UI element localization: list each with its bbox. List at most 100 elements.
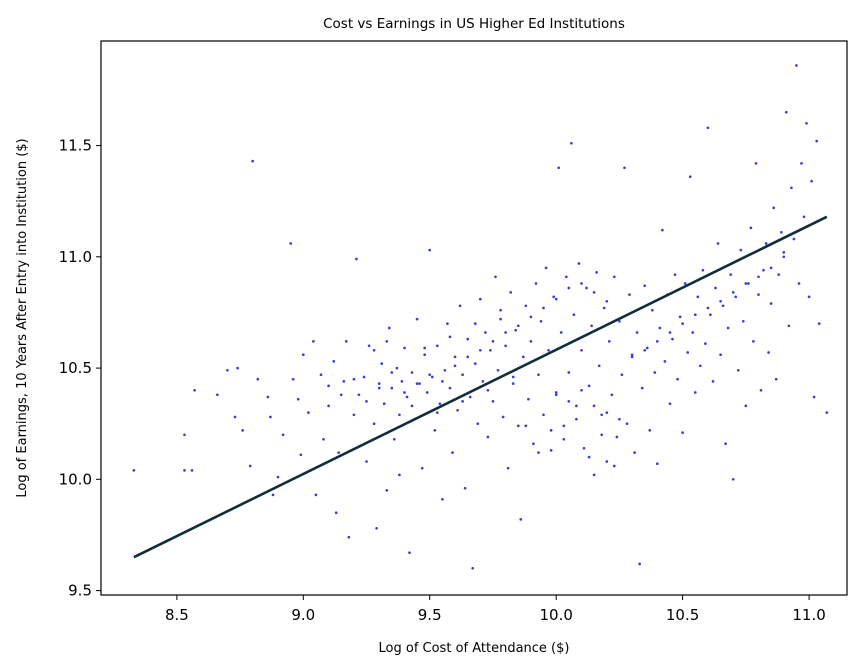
data-point (564, 275, 568, 279)
data-point (693, 391, 697, 394)
data-point (453, 364, 457, 368)
data-point (372, 348, 376, 352)
data-point (537, 373, 540, 377)
data-point (256, 377, 260, 381)
data-point (825, 411, 829, 414)
data-point (334, 511, 338, 515)
data-point (678, 315, 682, 319)
data-point (486, 435, 490, 439)
data-point (441, 380, 444, 383)
data-point (554, 297, 558, 301)
data-point (612, 275, 616, 279)
y-tick-label: 10.5 (59, 359, 92, 377)
data-point (764, 242, 768, 245)
data-point (322, 437, 325, 441)
data-point (271, 493, 275, 497)
data-point (481, 380, 485, 383)
data-point (782, 251, 786, 254)
data-point (640, 386, 644, 390)
data-point (650, 308, 654, 312)
data-point (721, 304, 725, 308)
data-point (269, 415, 272, 419)
data-point (441, 497, 444, 501)
data-point (605, 299, 609, 303)
data-point (539, 319, 543, 323)
data-point (524, 304, 528, 308)
data-point (704, 342, 707, 345)
data-point (714, 286, 717, 290)
data-point (395, 366, 399, 370)
data-point (815, 139, 819, 143)
data-point (706, 126, 710, 130)
y-axis-ticks: 9.5 10.0 10.5 11.0 11.5 (59, 137, 101, 600)
data-point (567, 371, 571, 374)
data-point (805, 121, 808, 125)
data-point (681, 322, 684, 325)
data-point (400, 380, 404, 383)
data-point (491, 400, 495, 403)
data-point (767, 351, 770, 354)
data-point (570, 141, 573, 145)
fit-line-layer (133, 215, 828, 559)
data-point (628, 293, 631, 296)
data-point (587, 455, 591, 459)
data-point (744, 282, 748, 285)
data-point (443, 368, 447, 372)
data-point (473, 362, 477, 365)
data-point (643, 348, 647, 352)
data-point (688, 175, 692, 179)
data-point (749, 226, 753, 230)
data-point (633, 451, 636, 454)
data-point (511, 375, 515, 379)
data-point (377, 382, 381, 385)
data-point (251, 159, 255, 163)
x-axis-label: Log of Cost of Attendance ($) (379, 641, 570, 656)
data-points (132, 64, 829, 570)
data-point (668, 402, 672, 406)
data-point (466, 337, 470, 341)
data-point (319, 373, 323, 377)
data-point (514, 328, 518, 332)
data-point (484, 331, 487, 334)
data-point (774, 377, 778, 381)
data-point (471, 566, 475, 570)
data-point (408, 551, 411, 555)
data-point (747, 282, 750, 285)
data-point (385, 489, 389, 492)
data-point (592, 291, 596, 294)
data-point (491, 340, 495, 343)
data-point (342, 380, 346, 383)
data-point (327, 384, 330, 388)
data-point (741, 319, 745, 323)
data-point (446, 322, 449, 325)
data-point (790, 186, 793, 190)
data-point (461, 400, 464, 403)
data-point (709, 313, 712, 317)
data-point (605, 411, 609, 414)
data-point (296, 397, 300, 401)
data-point (327, 404, 330, 408)
data-point (398, 413, 401, 417)
data-point (524, 424, 528, 428)
data-point (719, 299, 722, 303)
data-point (532, 442, 535, 446)
data-point (744, 404, 748, 408)
data-point (600, 433, 604, 437)
data-point (312, 340, 315, 343)
data-point (572, 313, 576, 317)
data-point (534, 282, 538, 285)
data-point (693, 313, 697, 317)
data-point (418, 382, 421, 385)
data-point (696, 295, 700, 299)
data-point (382, 402, 386, 406)
data-point (478, 297, 482, 301)
data-point (410, 404, 414, 408)
data-point (701, 268, 705, 272)
data-point (686, 351, 690, 354)
data-point (448, 386, 452, 390)
data-point (509, 291, 513, 294)
data-point (390, 386, 394, 390)
y-tick-label: 10.0 (59, 470, 92, 488)
data-point (190, 469, 194, 472)
data-point (193, 388, 196, 392)
